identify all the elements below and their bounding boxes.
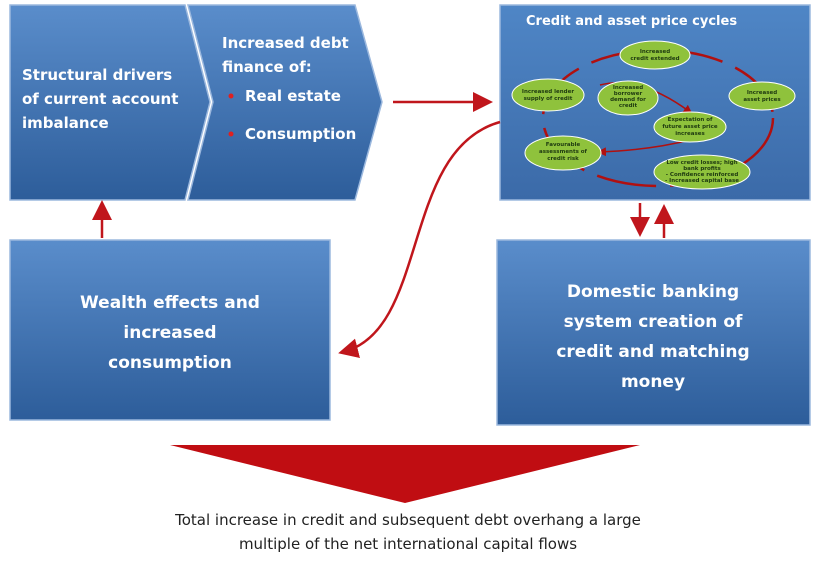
node-line: future asset price — [662, 124, 718, 130]
cycle-node — [619, 40, 691, 70]
banking-line: system creation of — [564, 312, 743, 332]
node-line: Favourable — [546, 142, 581, 148]
cycle-node — [653, 111, 727, 143]
debt-bullet: Consumption — [245, 125, 356, 143]
bullet — [228, 93, 234, 99]
banking-line: credit and matching — [556, 342, 749, 362]
cycle-nodes: Increased credit extended Increased asse… — [511, 40, 796, 190]
cycle-ring — [541, 48, 775, 188]
node-line: Increased lender — [522, 89, 574, 95]
debt-line: finance of: — [222, 58, 312, 76]
wealth-line: consumption — [108, 353, 232, 373]
cycle-node — [524, 135, 602, 171]
debt-chevron — [187, 4, 383, 201]
wealth-line: Wealth effects and — [80, 293, 260, 313]
wealth-box — [9, 239, 331, 421]
footer-line: multiple of the net international capita… — [239, 535, 577, 553]
node-line: borrower — [614, 91, 643, 97]
node-line: Increased — [613, 85, 643, 91]
node-line: assessments of — [539, 149, 588, 155]
node-line: - Confidence reinforced — [666, 172, 739, 178]
funnel — [170, 445, 640, 503]
node-line: demand for — [610, 97, 646, 103]
node-line: Increased — [640, 49, 670, 55]
structural-line: imbalance — [22, 114, 109, 132]
structural-box — [9, 4, 211, 201]
footer-line: Total increase in credit and subsequent … — [174, 511, 641, 529]
node-line: bank profits — [683, 166, 721, 172]
node-line: Increased — [747, 90, 777, 96]
cycle-node — [511, 78, 585, 112]
structural-line: Structural drivers — [22, 66, 172, 84]
node-line: credit — [619, 103, 638, 109]
banking-line: money — [621, 372, 685, 392]
structural-line: of current account — [22, 90, 178, 108]
arrow — [338, 120, 501, 358]
node-line: asset prices — [743, 97, 781, 103]
node-line: credit risk — [547, 156, 579, 162]
debt-bullet: Real estate — [245, 87, 341, 105]
cycle-title: Credit and asset price cycles — [526, 14, 737, 29]
banking-line: Domestic banking — [567, 282, 739, 302]
cycle-node — [653, 154, 751, 190]
node-line: increases — [675, 131, 705, 137]
debt-line: Increased debt — [222, 34, 349, 52]
node-line: - Increased capital base — [665, 178, 739, 184]
wealth-line: increased — [123, 323, 216, 343]
banking-box — [496, 239, 811, 426]
node-line: supply of credit — [524, 96, 573, 102]
node-line: credit extended — [630, 56, 679, 62]
cycle-node — [728, 81, 796, 111]
bullet — [228, 131, 234, 137]
node-line: Low credit losses; high — [666, 160, 737, 166]
cycle-node — [597, 80, 659, 116]
node-line: Expectation of — [668, 117, 713, 123]
